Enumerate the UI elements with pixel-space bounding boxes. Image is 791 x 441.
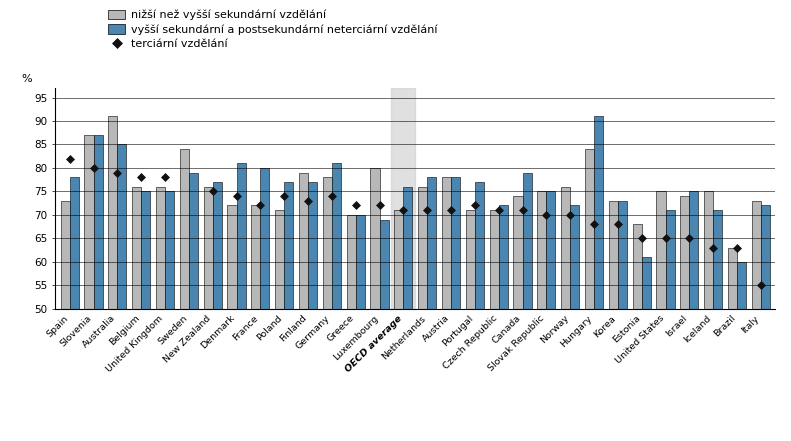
Bar [93, 135, 103, 441]
Bar [513, 196, 523, 441]
Bar [442, 177, 451, 441]
Bar [260, 168, 270, 441]
Bar [451, 177, 460, 441]
Bar [761, 206, 770, 441]
Bar [561, 187, 570, 441]
Bar [633, 224, 642, 441]
Bar [657, 191, 665, 441]
Bar [418, 187, 427, 441]
Bar [228, 206, 237, 441]
Bar [642, 257, 651, 441]
Bar [180, 149, 189, 441]
Bar [203, 187, 213, 441]
Bar [132, 187, 141, 441]
Bar [585, 149, 594, 441]
Bar [189, 172, 198, 441]
Bar [308, 182, 317, 441]
Bar [570, 206, 579, 441]
Bar [380, 220, 388, 441]
Bar [70, 177, 79, 441]
Bar [618, 201, 627, 441]
Bar [141, 191, 150, 441]
Bar [728, 248, 737, 441]
Bar [427, 177, 437, 441]
Bar [466, 210, 475, 441]
Bar [665, 210, 675, 441]
Bar [61, 201, 70, 441]
Bar [523, 172, 532, 441]
Bar [370, 168, 380, 441]
Bar [690, 191, 698, 441]
Bar [537, 191, 547, 441]
Bar [275, 210, 284, 441]
Bar [108, 116, 117, 441]
Bar [323, 177, 332, 441]
Bar [394, 210, 403, 441]
Bar [751, 201, 761, 441]
Y-axis label: %: % [21, 74, 32, 84]
Bar [609, 201, 618, 441]
Bar [704, 191, 713, 441]
Bar [237, 163, 245, 441]
Bar [392, 88, 415, 309]
Bar [299, 172, 308, 441]
Bar [332, 163, 341, 441]
Bar [117, 145, 127, 441]
Bar [680, 196, 690, 441]
Bar [356, 215, 365, 441]
Bar [165, 191, 174, 441]
Bar [547, 191, 555, 441]
Bar [403, 187, 412, 441]
Bar [284, 182, 293, 441]
Bar [594, 116, 603, 441]
Bar [490, 210, 498, 441]
Legend: nižší než vyšší sekundární vzdělání, vyšší sekundární a postsekundární neterciár: nižší než vyšší sekundární vzdělání, vyš… [108, 10, 437, 49]
Bar [213, 182, 221, 441]
Bar [252, 206, 260, 441]
Bar [85, 135, 93, 441]
Bar [713, 210, 722, 441]
Bar [498, 206, 508, 441]
Bar [475, 182, 484, 441]
Bar [156, 187, 165, 441]
Bar [346, 215, 356, 441]
Bar [737, 262, 746, 441]
